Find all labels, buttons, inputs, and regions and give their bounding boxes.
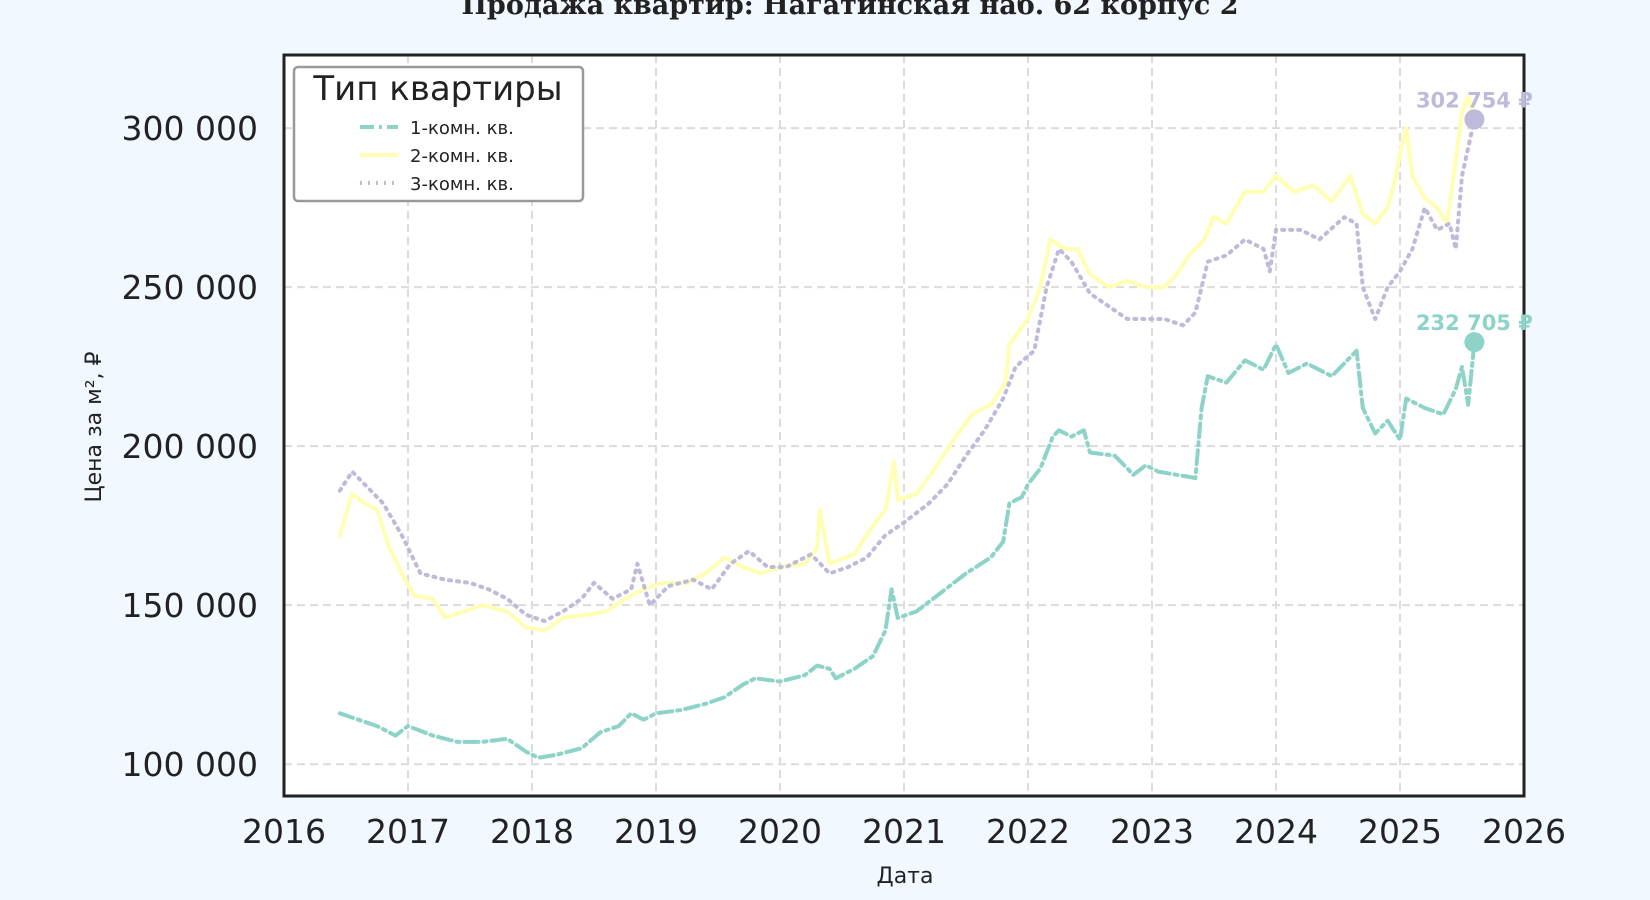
legend-entry-label: 1-комн. кв. [410, 118, 514, 139]
legend-entry-label: 2-комн. кв. [410, 146, 514, 167]
legend: Тип квартиры 1-комн. кв. 2-комн. кв. 3-ком… [292, 65, 585, 203]
y-tick-label: 250 000 [122, 268, 258, 307]
x-tick-label: 2026 [1482, 812, 1566, 851]
x-tick-label: 2020 [738, 812, 822, 851]
plot-frame [282, 53, 1526, 798]
x-tick-label: 2021 [862, 812, 946, 851]
series-line-1 [337, 340, 1477, 760]
y-tick-label: 300 000 [122, 109, 258, 148]
x-tick-label: 2019 [614, 812, 698, 851]
end-marker-1 [1464, 109, 1485, 130]
chart-title: Продажа квартир: Нагатинская наб. 62 кор… [461, 0, 1238, 21]
legend-entry-label: 3-комн. кв. [410, 174, 514, 195]
x-axis-ticks: 2016 2017 2018 2019 2020 2021 2022 2023 2024 2025… [242, 812, 1566, 851]
x-tick-label: 2017 [366, 812, 450, 851]
series-line-2 [337, 94, 1477, 633]
x-tick-label: 2022 [986, 812, 1070, 851]
annotations: 302 754 ₽ 232 705 ₽ [1416, 88, 1533, 335]
y-axis-label: Цена за м², ₽ [82, 351, 107, 502]
y-tick-label: 100 000 [122, 745, 258, 784]
x-tick-label: 2024 [1234, 812, 1318, 851]
end-marker-2 [1464, 332, 1485, 353]
annotation-label: 302 754 ₽ [1416, 88, 1533, 112]
x-tick-label: 2023 [1110, 812, 1194, 851]
y-axis-ticks: 100 000 150 000 200 000 250 000 300 000 [122, 109, 258, 784]
series-line-3 [337, 117, 1477, 624]
legend-box [292, 65, 585, 203]
end-markers [1464, 109, 1485, 353]
y-tick-label: 150 000 [122, 586, 258, 625]
annotation-label: 232 705 ₽ [1416, 311, 1533, 335]
y-tick-label: 200 000 [122, 427, 258, 466]
x-tick-label: 2018 [490, 812, 574, 851]
legend-title: Тип квартиры [312, 69, 562, 109]
x-tick-label: 2025 [1358, 812, 1442, 851]
series-lines [337, 94, 1477, 760]
x-tick-label: 2016 [242, 812, 326, 851]
x-axis-label: Дата [877, 864, 934, 889]
